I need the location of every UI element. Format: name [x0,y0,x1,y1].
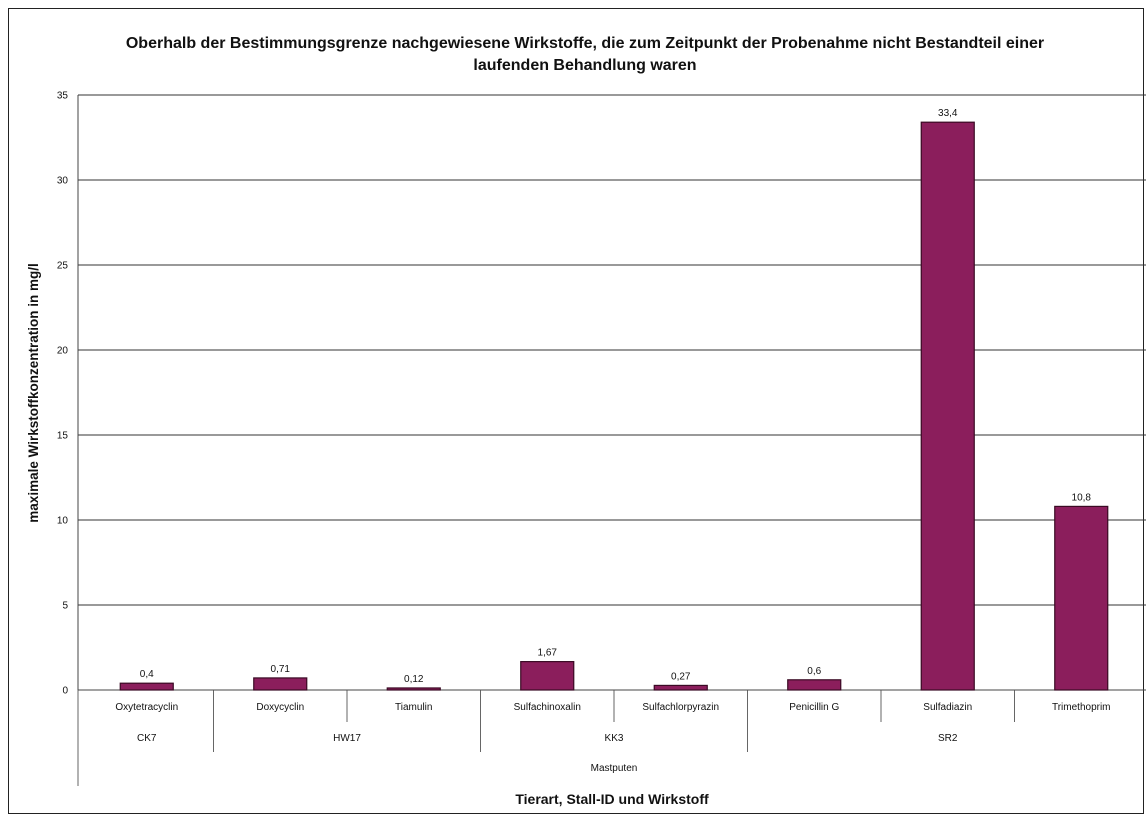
bar [653,684,708,691]
data-label: 0,4 [140,669,154,680]
chart-title-line-2: laufenden Behandlung waren [473,57,696,74]
bar [386,687,441,691]
x-axis-title: Tierart, Stall-ID und Wirkstoff [515,791,709,807]
bar [787,679,842,691]
data-label: 0,6 [807,666,821,677]
y-tick-label: 5 [62,601,68,612]
y-tick-label: 30 [57,176,69,187]
y-tick-label: 20 [57,346,69,357]
data-label: 0,12 [404,674,424,685]
gridlines [77,94,1146,691]
y-tick-label: 15 [57,431,69,442]
category-label: Doxycyclin [256,702,304,713]
data-labels: 0,4 0,71 0,12 1,67 0,27 0,6 33,4 10,8 [140,108,1092,685]
y-tick-label: 25 [57,261,69,272]
y-tick-label: 35 [57,91,69,102]
chart-title-line-1: Oberhalb der Bestimmungsgrenze nachgewie… [126,35,1044,52]
bars [119,121,1109,691]
category-label: Tiamulin [395,702,432,713]
data-label: 0,71 [271,664,291,675]
bar [520,661,575,691]
y-axis-title: maximale Wirkstoffkonzentration in mg/l [26,263,41,522]
category-label: Oxytetracyclin [115,702,178,713]
category-label: Sulfadiazin [923,702,972,713]
data-label: 33,4 [938,108,958,119]
bar [253,677,308,691]
category-axis: Oxytetracyclin Doxycyclin Tiamulin Sulfachi… [77,690,1111,786]
y-tick-label: 0 [62,686,68,697]
category-label: Trimethoprim [1052,702,1111,713]
data-label: 1,67 [538,648,558,659]
stall-group-label: HW17 [333,733,361,744]
stall-group-label: CK7 [137,733,157,744]
category-label: Sulfachlorpyrazin [642,702,719,713]
y-axis-ticks: 0 5 10 15 20 25 30 35 [57,91,69,697]
bar [920,121,975,691]
data-label: 10,8 [1072,492,1092,503]
y-tick-label: 10 [57,516,69,527]
data-label: 0,27 [671,671,691,682]
animal-group-label: Mastputen [591,763,638,774]
bar [1054,505,1109,691]
category-label: Sulfachinoxalin [514,702,581,713]
stall-group-label: KK3 [605,733,624,744]
category-label: Penicillin G [789,702,839,713]
stall-group-label: SR2 [938,733,958,744]
bar [119,682,174,691]
